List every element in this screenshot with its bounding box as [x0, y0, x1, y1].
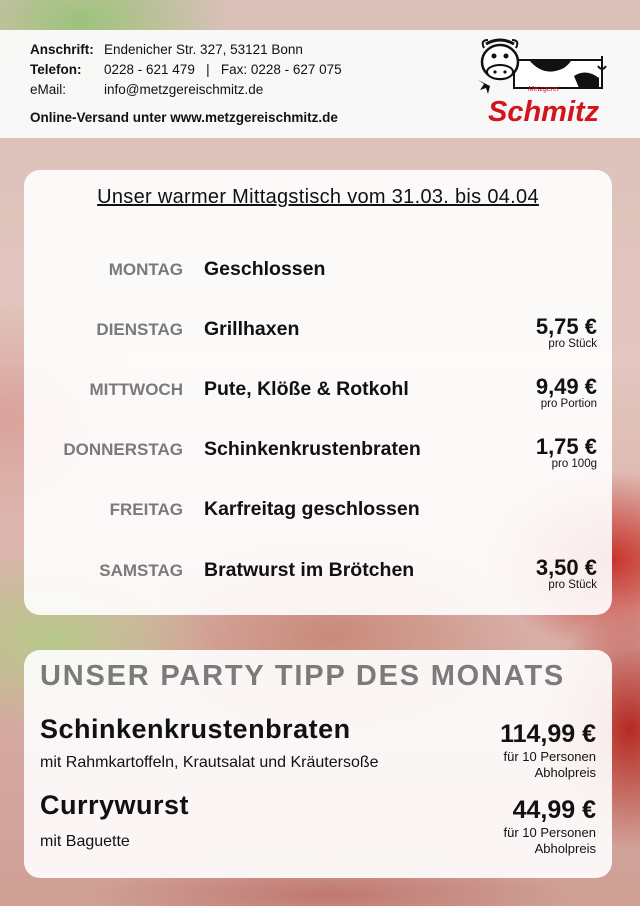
- day-label: MITTWOCH: [89, 380, 183, 399]
- address-label: Anschrift:: [30, 42, 94, 57]
- phone-label: Telefon:: [30, 62, 82, 77]
- party-item-name: Schinkenkrustenbraten: [40, 714, 351, 744]
- pickup-note: Abholpreis: [534, 765, 596, 780]
- menu-row: MONTAG Geschlossen: [24, 258, 612, 300]
- menu-row: FREITAG Karfreitag geschlossen: [24, 498, 612, 540]
- party-item-price: 114,99 €: [500, 720, 596, 748]
- dish-price: 5,75 €: [535, 314, 597, 339]
- pickup-note: Abholpreis: [534, 841, 596, 856]
- dish-name: Schinkenkrustenbraten: [204, 438, 421, 460]
- logo: Metzgerei Schmitz: [474, 38, 607, 130]
- dish-price: 1,75 €: [535, 434, 597, 459]
- persons-note: für 10 Personen: [503, 749, 596, 764]
- price-unit: pro Stück: [548, 579, 597, 591]
- menu-row: DONNERSTAG Schinkenkrustenbraten 1,75 € …: [24, 434, 612, 480]
- dish-name: Grillhaxen: [204, 318, 300, 340]
- party-tip-card: UNSER PARTY TIPP DES MONATS Schinkenkrus…: [24, 650, 612, 878]
- price-unit: pro 100g: [551, 458, 597, 470]
- lunch-menu-card: Unser warmer Mittagstisch vom 31.03. bis…: [24, 170, 612, 615]
- menu-row: DIENSTAG Grillhaxen 5,75 € pro Stück: [24, 314, 612, 360]
- dish-price: 9,49 €: [535, 374, 597, 399]
- menu-row: SAMSTAG Bratwurst im Brötchen 3,50 € pro…: [24, 555, 612, 601]
- dish-name: Geschlossen: [204, 258, 326, 280]
- party-item-note: für 10 Personen Abholpreis: [503, 749, 596, 781]
- party-item-note: für 10 Personen Abholpreis: [503, 825, 596, 857]
- menu-row: MITTWOCH Pute, Klöße & Rotkohl 9,49 € pr…: [24, 374, 612, 420]
- price-unit: pro Stück: [548, 338, 597, 350]
- logo-name: Schmitz: [488, 96, 600, 128]
- day-label: MONTAG: [108, 260, 183, 279]
- lunch-menu-title: Unser warmer Mittagstisch vom 31.03. bis…: [97, 186, 539, 208]
- dish-name: Bratwurst im Brötchen: [204, 559, 415, 581]
- day-label: SAMSTAG: [99, 561, 183, 580]
- contact-info: Anschrift: Endenicher Str. 327, 53121 Bon…: [30, 40, 342, 128]
- persons-note: für 10 Personen: [503, 825, 596, 840]
- day-label: DONNERSTAG: [63, 440, 183, 459]
- party-item-desc: mit Rahmkartoffeln, Krautsalat und Kräut…: [40, 754, 379, 771]
- party-item-name: Currywurst: [40, 790, 190, 820]
- address: Endenicher Str. 327, 53121 Bonn: [104, 42, 303, 57]
- price-unit: pro Portion: [540, 398, 597, 410]
- day-label: DIENSTAG: [96, 320, 183, 339]
- logo-subtitle: Metzgerei: [528, 86, 559, 93]
- contact-header: Anschrift: Endenicher Str. 327, 53121 Bon…: [0, 30, 640, 138]
- dish-name: Pute, Klöße & Rotkohl: [204, 378, 409, 400]
- dish-price: 3,50 €: [535, 555, 597, 580]
- email-link[interactable]: info@metzgereischmitz.de: [104, 82, 264, 97]
- dish-name: Karfreitag geschlossen: [204, 498, 420, 520]
- party-item-price: 44,99 €: [512, 796, 596, 824]
- party-item-desc: mit Baguette: [40, 833, 130, 850]
- phone: 0228 - 621 479 | Fax: 0228 - 627 075: [104, 62, 342, 77]
- cow-icon: [478, 38, 607, 94]
- online-shop-link[interactable]: Online-Versand unter www.metzgereischmit…: [30, 110, 338, 125]
- email-label: eMail:: [30, 82, 67, 97]
- party-tip-title: UNSER PARTY TIPP DES MONATS: [40, 660, 566, 692]
- day-label: FREITAG: [109, 500, 183, 519]
